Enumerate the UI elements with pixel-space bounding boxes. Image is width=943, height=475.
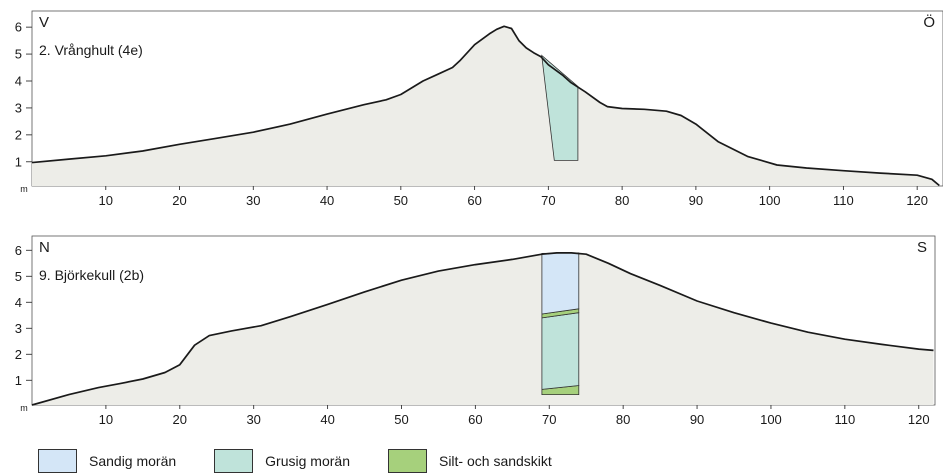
x-tick-label: 110 [834, 412, 855, 427]
direction-label-left: V [39, 14, 49, 31]
legend: Sandig morän Grusig morän Silt- och sand… [38, 448, 590, 474]
y-tick-label: 4 [15, 295, 22, 310]
x-tick-label: 30 [246, 412, 260, 427]
x-tick-label: 120 [908, 412, 930, 427]
unit-label: m [20, 184, 28, 194]
x-tick-label: 60 [467, 193, 481, 208]
terrain-profile-line [31, 25, 940, 187]
legend-swatch-silt [387, 449, 427, 473]
y-tick-label: 6 [15, 20, 22, 35]
legend-swatch-grusig [214, 449, 254, 473]
y-tick-label: 2 [15, 347, 22, 362]
direction-label-left: N [39, 239, 50, 256]
unit-label: m [20, 403, 28, 413]
legend-item-grusig: Grusig morän [214, 449, 350, 473]
y-tick-label: 3 [15, 321, 22, 336]
panel-title: 9. Björkekull (2b) [39, 267, 144, 283]
x-tick-label: 10 [99, 193, 113, 208]
y-tick-label: 4 [15, 74, 22, 89]
x-tick-label: 90 [690, 412, 704, 427]
profile-panel-bjorkekull: 1 2 3 4 5 6 10 20 30 40 50 60 70 80 90 100 110 120 m N S 9. B… [15, 235, 936, 427]
y-tick-label: 6 [15, 243, 22, 258]
x-tick-label: 80 [616, 412, 630, 427]
x-tick-label: 40 [320, 412, 334, 427]
y-tick-label: 3 [15, 100, 22, 115]
y-tick-label: 5 [15, 269, 22, 284]
x-tick-label: 100 [760, 412, 782, 427]
profile-panel-vranghult: 1 2 3 4 5 6 10 20 30 40 50 60 70 80 90 100 110 120 m V Ö 2. V… [15, 10, 943, 208]
sediment-layer-1-grusig [541, 312, 580, 390]
x-tick-label: 50 [394, 193, 408, 208]
legend-label-sandig: Sandig morän [89, 453, 177, 469]
y-tick-label: 2 [15, 127, 22, 142]
x-tick-label: 30 [246, 193, 260, 208]
ground-area [32, 252, 934, 405]
x-tick-label: 80 [615, 193, 629, 208]
direction-label-right: Ö [923, 13, 935, 31]
x-tick-label: 90 [689, 193, 703, 208]
x-tick-label: 60 [468, 412, 482, 427]
legend-label-grusig: Grusig morän [265, 453, 350, 469]
x-tick-label: 120 [906, 193, 928, 208]
x-tick-label: 50 [394, 412, 408, 427]
x-tick-label: 70 [541, 193, 555, 208]
ground-area [32, 26, 940, 186]
y-tick-label: 1 [15, 154, 22, 169]
legend-item-silt: Silt- och sandskikt [387, 449, 552, 473]
terrain-profile-line [31, 252, 934, 406]
x-tick-label: 110 [833, 193, 854, 208]
legend-swatch-sandig [38, 449, 77, 473]
x-tick-label: 40 [320, 193, 334, 208]
legend-item-sandig: Sandig morän [38, 449, 176, 473]
x-tick-label: 70 [542, 412, 556, 427]
y-tick-label: 5 [15, 47, 22, 62]
x-tick-label: 10 [99, 412, 113, 427]
panel-title: 2. Vrånghult (4e) [39, 42, 143, 58]
sediment-layer-3-sandig [541, 252, 580, 315]
y-tick-label: 1 [15, 373, 22, 388]
legend-label-silt: Silt- och sandskikt [438, 453, 552, 469]
x-tick-label: 100 [759, 193, 781, 208]
x-tick-label: 20 [172, 193, 186, 208]
x-tick-label: 20 [173, 412, 187, 427]
direction-label-right: S [917, 239, 927, 256]
